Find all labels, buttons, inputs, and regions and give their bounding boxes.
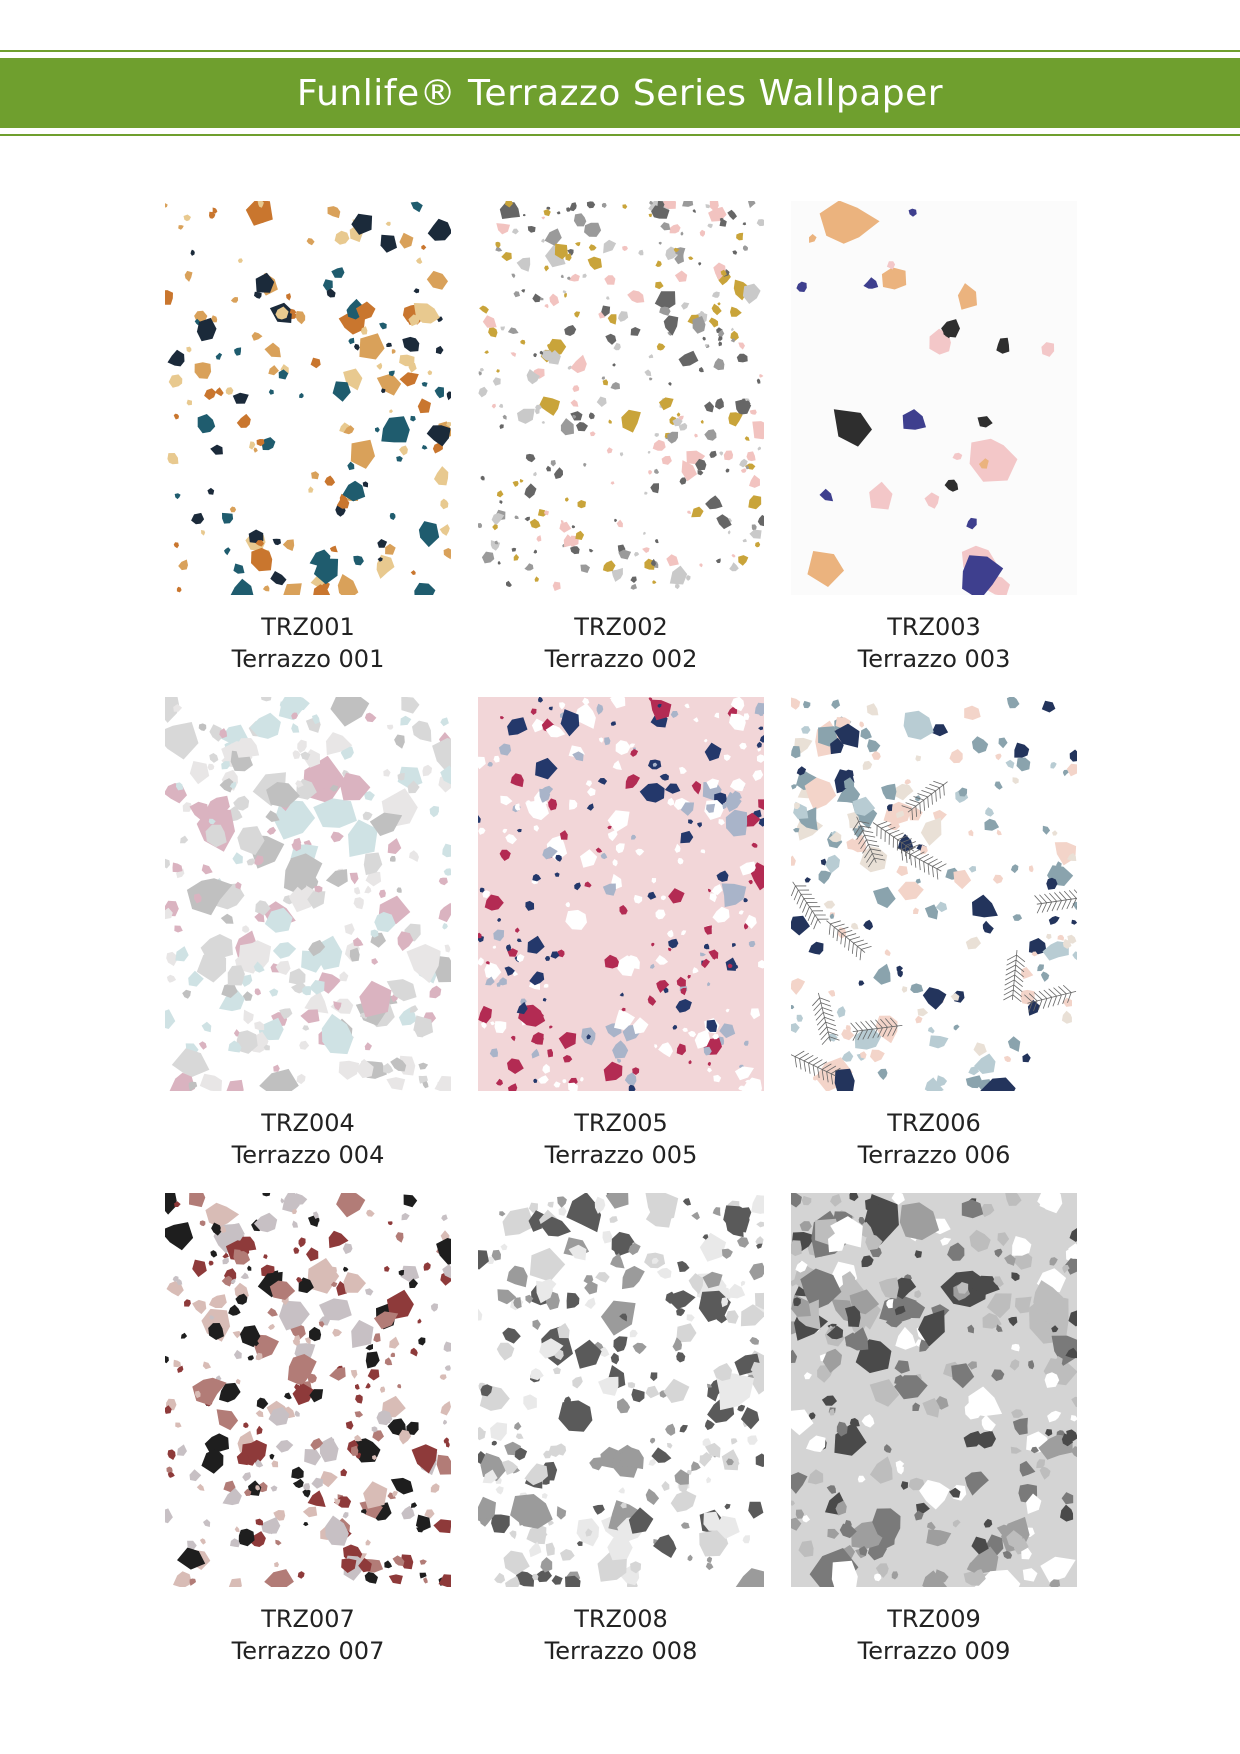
product-label: TRZ003 Terrazzo 003 xyxy=(791,611,1077,675)
product-label: TRZ002 Terrazzo 002 xyxy=(478,611,764,675)
title-band: Funlife® Terrazzo Series Wallpaper xyxy=(0,58,1240,128)
product-card: TRZ007 Terrazzo 007 xyxy=(165,1193,451,1667)
swatch xyxy=(791,697,1077,1091)
top-rule xyxy=(0,50,1240,52)
product-label: TRZ001 Terrazzo 001 xyxy=(165,611,451,675)
swatch xyxy=(478,201,764,595)
product-name: Terrazzo 004 xyxy=(231,1141,385,1169)
swatch xyxy=(791,1193,1077,1587)
swatch xyxy=(478,1193,764,1587)
product-code: TRZ002 xyxy=(574,613,668,641)
product-name: Terrazzo 003 xyxy=(857,645,1011,673)
bottom-rule xyxy=(0,134,1240,136)
swatch xyxy=(165,201,451,595)
product-card: TRZ002 Terrazzo 002 xyxy=(478,201,764,675)
product-card: TRZ006 Terrazzo 006 xyxy=(791,697,1077,1171)
product-name: Terrazzo 002 xyxy=(544,645,698,673)
product-card: TRZ005 Terrazzo 005 xyxy=(478,697,764,1171)
product-label: TRZ007 Terrazzo 007 xyxy=(165,1603,451,1667)
product-name: Terrazzo 005 xyxy=(544,1141,698,1169)
product-name: Terrazzo 001 xyxy=(231,645,385,673)
product-name: Terrazzo 009 xyxy=(857,1637,1011,1665)
product-name: Terrazzo 006 xyxy=(857,1141,1011,1169)
product-label: TRZ006 Terrazzo 006 xyxy=(791,1107,1077,1171)
product-card: TRZ001 Terrazzo 001 xyxy=(165,201,451,675)
product-code: TRZ006 xyxy=(887,1109,981,1137)
product-code: TRZ001 xyxy=(261,613,355,641)
product-label: TRZ004 Terrazzo 004 xyxy=(165,1107,451,1171)
product-label: TRZ009 Terrazzo 009 xyxy=(791,1603,1077,1667)
product-label: TRZ005 Terrazzo 005 xyxy=(478,1107,764,1171)
product-code: TRZ009 xyxy=(887,1605,981,1633)
product-code: TRZ005 xyxy=(574,1109,668,1137)
product-card: TRZ008 Terrazzo 008 xyxy=(478,1193,764,1667)
swatch xyxy=(165,697,451,1091)
product-code: TRZ007 xyxy=(261,1605,355,1633)
product-name: Terrazzo 007 xyxy=(231,1637,385,1665)
product-label: TRZ008 Terrazzo 008 xyxy=(478,1603,764,1667)
product-code: TRZ003 xyxy=(887,613,981,641)
product-card: TRZ004 Terrazzo 004 xyxy=(165,697,451,1171)
swatch xyxy=(165,1193,451,1587)
swatch xyxy=(478,697,764,1091)
title: Funlife® Terrazzo Series Wallpaper xyxy=(296,72,944,114)
product-card: TRZ009 Terrazzo 009 xyxy=(791,1193,1077,1667)
product-code: TRZ004 xyxy=(261,1109,355,1137)
product-code: TRZ008 xyxy=(574,1605,668,1633)
product-name: Terrazzo 008 xyxy=(544,1637,698,1665)
swatch xyxy=(791,201,1077,595)
product-card: TRZ003 Terrazzo 003 xyxy=(791,201,1077,675)
